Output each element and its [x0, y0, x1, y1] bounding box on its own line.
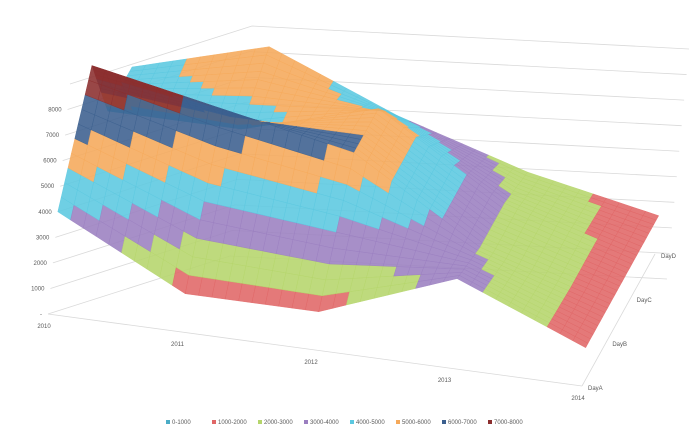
surface-cell [642, 211, 659, 221]
y-tick-label: DayD [661, 254, 677, 260]
legend-label: 2000-3000 [264, 420, 293, 426]
x-tick-label: 2012 [304, 360, 318, 366]
z-tick-label: 4000 [38, 210, 52, 216]
legend-label: 6000-7000 [448, 420, 477, 426]
z-tick-label: - [40, 312, 42, 318]
legend-label: 7000-8000 [494, 420, 523, 426]
x-tick-label: 2011 [171, 342, 185, 348]
legend-swatch [350, 420, 354, 424]
y-tick-label: DayA [588, 386, 603, 392]
legend-label: 3000-4000 [310, 420, 339, 426]
surface-cell [354, 121, 372, 127]
legend-swatch [258, 420, 262, 424]
legend-swatch [304, 420, 308, 424]
x-tick-label: 2013 [438, 378, 452, 384]
z-tick-label: 7000 [46, 133, 60, 139]
legend-label: 5000-6000 [402, 420, 431, 426]
legend-label: 4000-5000 [356, 420, 385, 426]
surface-cell [594, 297, 611, 309]
surface-plot [57, 46, 659, 348]
z-tick-label: 5000 [41, 184, 55, 190]
z-tick-label: 8000 [48, 108, 62, 114]
surface-cell [618, 253, 635, 265]
x-tick-label: 2010 [37, 324, 51, 330]
z-tick-label: 2000 [34, 261, 48, 267]
floor-edge [47, 313, 583, 387]
legend-label: 1000-2000 [218, 420, 247, 426]
legend-swatch [488, 420, 492, 424]
surface-cell [314, 121, 331, 125]
gridline [69, 25, 690, 85]
surface-cell [341, 121, 358, 126]
surface-cell [160, 82, 177, 89]
x-tick-label: 2014 [571, 396, 585, 402]
z-tick-label: 1000 [31, 286, 45, 292]
surface-cell [287, 106, 304, 113]
legend-swatch [396, 420, 400, 424]
legend-label: 0-1000 [172, 420, 191, 426]
surface-cell [327, 121, 345, 126]
floor-edge [581, 253, 656, 387]
legend-swatch [442, 420, 446, 424]
z-tick-label: 3000 [36, 235, 50, 241]
z-tick-label: 6000 [43, 159, 57, 165]
chart-axes: - 1000 2000 3000 4000 5000 6000 7000 8000 2010 201… [31, 108, 677, 402]
legend-swatch [166, 420, 170, 424]
surface-cell [273, 105, 291, 113]
y-tick-label: DayC [637, 298, 653, 304]
y-tick-label: DayB [612, 342, 627, 348]
chart-legend: 0-1000 1000-2000 2000-3000 3000-4000 4000-50… [166, 420, 523, 426]
legend-swatch [212, 420, 216, 424]
